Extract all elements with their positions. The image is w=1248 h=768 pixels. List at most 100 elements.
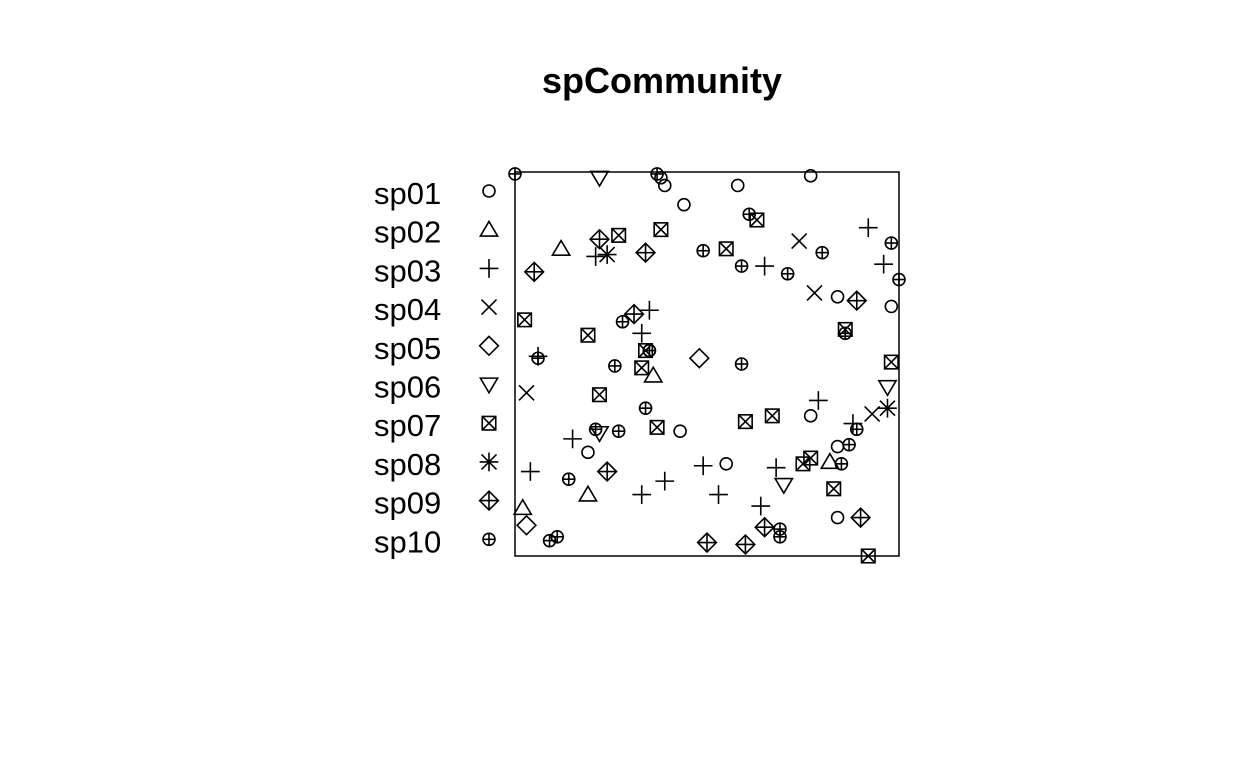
legend-label-sp07: sp07 — [374, 408, 441, 443]
sp09-point — [754, 516, 776, 538]
legend-symbol-sp03 — [479, 259, 499, 278]
sp03-point — [520, 462, 540, 481]
sp07-point — [764, 408, 780, 424]
sp09-point — [846, 290, 868, 312]
sp10-point — [615, 314, 630, 329]
legend-label-sp03: sp03 — [374, 253, 441, 288]
sp07-point — [517, 312, 533, 328]
sp10-point — [734, 259, 749, 273]
sp07-point — [795, 456, 811, 472]
sp03-point — [586, 247, 606, 266]
legend-symbol-sp02 — [478, 219, 500, 237]
legend-label-sp02: sp02 — [374, 215, 441, 250]
sp07-point — [883, 354, 899, 370]
sp06-point — [773, 477, 794, 495]
sp01-point — [677, 197, 691, 212]
sp05-point — [688, 347, 710, 369]
sp02-point — [512, 498, 533, 516]
sp01-point — [830, 439, 845, 454]
sp09-point — [734, 533, 756, 555]
legend-label-sp05: sp05 — [374, 331, 441, 366]
sp10-point — [773, 529, 787, 544]
sp10-point — [884, 236, 899, 250]
sp04-point — [791, 233, 808, 250]
legend-label-sp04: sp04 — [374, 292, 441, 327]
legend-label-sp10: sp10 — [374, 524, 441, 559]
sp07-point — [749, 212, 765, 228]
sp01-point — [581, 445, 595, 460]
sp01-point — [657, 178, 672, 193]
sp03-point — [655, 471, 675, 491]
sp10-point — [842, 437, 856, 452]
sp07-point — [653, 222, 669, 238]
sp07-point — [580, 327, 596, 343]
sp01-point — [673, 424, 687, 439]
sp03-point — [632, 485, 652, 504]
sp03-point — [808, 391, 828, 410]
legend-label-sp09: sp09 — [374, 486, 441, 521]
sp10-point — [611, 424, 626, 439]
sp06-point — [589, 170, 610, 188]
sp05-point — [516, 514, 538, 536]
legend-symbol-sp04 — [480, 299, 498, 316]
sp08-point — [878, 398, 897, 418]
sp09-point — [596, 461, 618, 483]
sp04-point — [864, 405, 881, 422]
sp10-point — [849, 422, 864, 437]
sp03-point — [632, 323, 652, 343]
sp07-point — [611, 227, 627, 243]
sp10-point — [550, 529, 565, 544]
sp01-point — [719, 457, 734, 471]
sp01-point — [803, 169, 818, 183]
sp10-point — [508, 167, 522, 181]
sp09-point — [696, 532, 718, 554]
sp10-point — [815, 245, 830, 260]
sp08-point — [597, 245, 617, 264]
sp10-point — [734, 357, 749, 371]
sp01-point — [884, 299, 899, 314]
sp01-point — [830, 510, 845, 525]
sp03-point — [755, 256, 774, 276]
sp06-point — [877, 379, 898, 397]
sp07-point — [826, 481, 842, 497]
sp03-point — [640, 300, 659, 320]
sp09-point — [523, 261, 545, 283]
sp03-point — [693, 456, 713, 476]
sp10-point — [531, 351, 545, 366]
sp10-point — [561, 472, 576, 487]
sp01-point — [730, 178, 745, 193]
legend-label-sp01: sp01 — [374, 176, 441, 211]
legend-symbol-sp07 — [481, 415, 497, 431]
sp10-point — [608, 359, 622, 373]
sp07-point — [803, 450, 819, 466]
legend-symbol-sp09 — [478, 490, 500, 512]
sp10-point — [892, 272, 906, 287]
sp01-point — [830, 289, 845, 304]
legend-symbol-sp01 — [482, 184, 496, 198]
sp10-point — [642, 343, 657, 358]
sp07-point — [649, 419, 665, 435]
sp09-point — [850, 507, 872, 529]
legend-symbol-sp05 — [478, 335, 500, 357]
sp04-point — [806, 284, 823, 302]
sp04-point — [518, 384, 535, 401]
legend-symbol-sp10 — [482, 532, 496, 547]
sp10-point — [650, 167, 664, 181]
sp03-point — [751, 496, 771, 516]
sp03-point — [858, 218, 878, 238]
sp03-point — [563, 429, 582, 449]
points-layer — [508, 167, 906, 564]
sp07-point — [591, 387, 608, 403]
chart-title: spCommunity — [542, 60, 782, 101]
sp07-point — [718, 241, 734, 257]
sp10-point — [696, 243, 710, 258]
sp09-point — [588, 228, 610, 250]
sp10-point — [588, 422, 603, 437]
legend-symbol-sp06 — [478, 377, 500, 395]
legend-label-sp06: sp06 — [374, 370, 441, 405]
sp01-point — [654, 170, 668, 185]
plot-box — [514, 171, 900, 557]
sp01-point — [803, 409, 818, 423]
sp09-point — [623, 303, 645, 325]
